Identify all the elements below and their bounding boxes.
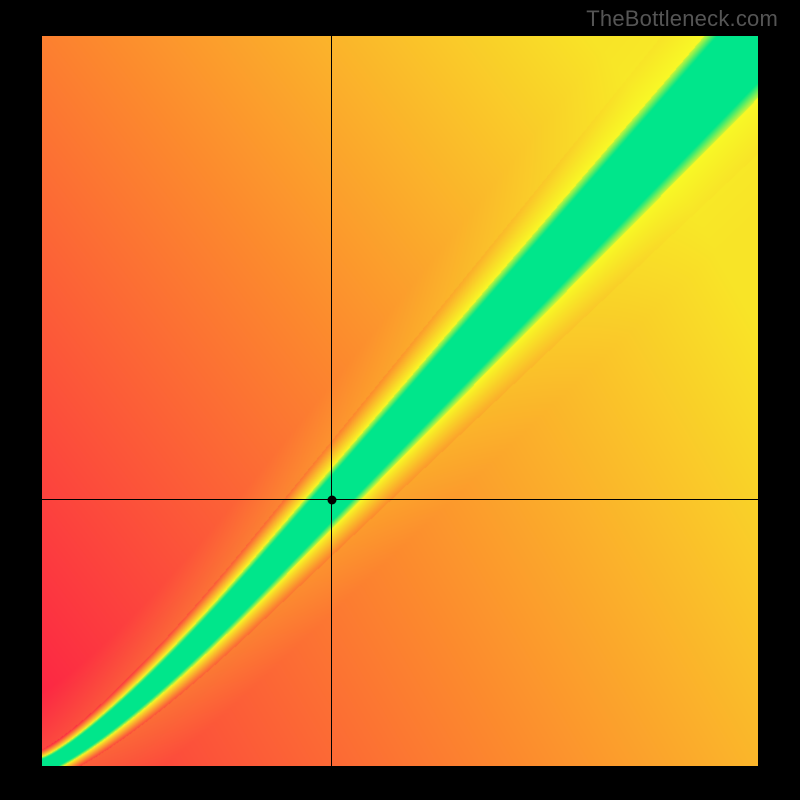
crosshair-horizontal xyxy=(42,499,758,500)
crosshair-vertical xyxy=(331,36,332,766)
marker-dot xyxy=(327,495,336,504)
watermark-text: TheBottleneck.com xyxy=(586,6,778,32)
chart-container: TheBottleneck.com xyxy=(0,0,800,800)
frame-left xyxy=(0,0,42,800)
frame-bottom xyxy=(0,766,800,800)
heatmap-canvas xyxy=(42,36,758,766)
frame-right xyxy=(758,0,800,800)
